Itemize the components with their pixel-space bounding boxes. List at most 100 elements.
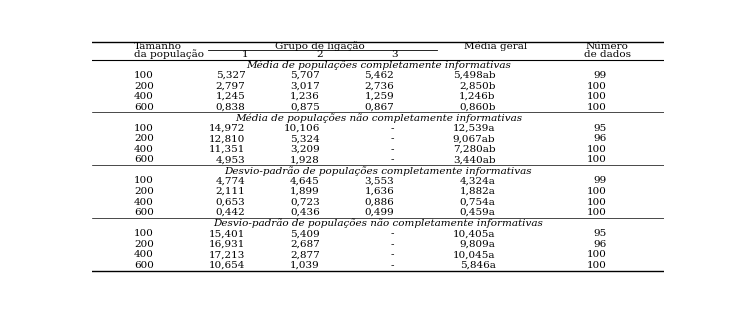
- Text: Média de populações completamente informativas: Média de populações completamente inform…: [246, 60, 511, 70]
- Text: 100: 100: [134, 124, 154, 133]
- Text: 100: 100: [134, 229, 154, 238]
- Text: 1,039: 1,039: [290, 261, 320, 270]
- Text: 2,797: 2,797: [215, 82, 246, 91]
- Text: 1,245: 1,245: [215, 92, 246, 101]
- Text: 96: 96: [594, 134, 607, 143]
- Text: 0,442: 0,442: [215, 208, 246, 217]
- Text: 5,498ab: 5,498ab: [453, 71, 495, 80]
- Text: 7,280ab: 7,280ab: [453, 145, 495, 154]
- Text: 4,645: 4,645: [290, 176, 320, 185]
- Text: Tamanho: Tamanho: [134, 42, 182, 51]
- Text: -: -: [390, 145, 394, 154]
- Text: 4,774: 4,774: [215, 176, 246, 185]
- Text: 5,846a: 5,846a: [460, 261, 495, 270]
- Text: 100: 100: [587, 208, 607, 217]
- Text: -: -: [390, 134, 394, 143]
- Text: 200: 200: [134, 134, 154, 143]
- Text: 0,723: 0,723: [290, 198, 320, 207]
- Text: -: -: [390, 261, 394, 270]
- Text: 0,653: 0,653: [215, 198, 246, 207]
- Text: 12,539a: 12,539a: [453, 124, 495, 133]
- Text: 100: 100: [587, 250, 607, 259]
- Text: -: -: [390, 240, 394, 249]
- Text: 15,401: 15,401: [209, 229, 246, 238]
- Text: 12,810: 12,810: [209, 134, 246, 143]
- Text: 2,850b: 2,850b: [459, 82, 495, 91]
- Text: -: -: [390, 124, 394, 133]
- Text: 600: 600: [134, 103, 154, 112]
- Text: 0,875: 0,875: [290, 103, 320, 112]
- Text: 11,351: 11,351: [209, 145, 246, 154]
- Text: Número: Número: [585, 42, 629, 51]
- Text: 600: 600: [134, 208, 154, 217]
- Text: 10,045a: 10,045a: [453, 250, 495, 259]
- Text: 2,736: 2,736: [365, 82, 394, 91]
- Text: 100: 100: [587, 145, 607, 154]
- Text: Média geral: Média geral: [464, 42, 527, 51]
- Text: Desvio-padrão de populações não completamente informativas: Desvio-padrão de populações não completa…: [213, 218, 543, 228]
- Text: 1,928: 1,928: [290, 155, 320, 164]
- Text: -: -: [390, 250, 394, 259]
- Text: 0,867: 0,867: [365, 103, 394, 112]
- Text: 10,405a: 10,405a: [453, 229, 495, 238]
- Text: 1,246b: 1,246b: [459, 92, 495, 101]
- Text: Desvio-padrão de populações completamente informativas: Desvio-padrão de populações completament…: [224, 166, 532, 175]
- Text: 9,067ab: 9,067ab: [453, 134, 495, 143]
- Text: 400: 400: [134, 145, 154, 154]
- Text: 200: 200: [134, 187, 154, 196]
- Text: 1: 1: [242, 50, 249, 59]
- Text: Grupo de ligação: Grupo de ligação: [275, 41, 365, 51]
- Text: 0,838: 0,838: [215, 103, 246, 112]
- Text: 5,409: 5,409: [290, 229, 320, 238]
- Text: -: -: [390, 155, 394, 164]
- Text: 200: 200: [134, 240, 154, 249]
- Text: 5,462: 5,462: [365, 71, 394, 80]
- Text: 0,499: 0,499: [365, 208, 394, 217]
- Text: 10,654: 10,654: [209, 261, 246, 270]
- Text: 3,440ab: 3,440ab: [453, 155, 495, 164]
- Text: 400: 400: [134, 198, 154, 207]
- Text: 99: 99: [594, 71, 607, 80]
- Text: 95: 95: [594, 124, 607, 133]
- Text: 1,236: 1,236: [290, 92, 320, 101]
- Text: 100: 100: [134, 71, 154, 80]
- Text: 17,213: 17,213: [209, 250, 246, 259]
- Text: 3,017: 3,017: [290, 82, 320, 91]
- Text: 100: 100: [587, 198, 607, 207]
- Text: 3,553: 3,553: [365, 176, 394, 185]
- Text: 1,882a: 1,882a: [460, 187, 495, 196]
- Text: 100: 100: [587, 92, 607, 101]
- Text: 96: 96: [594, 240, 607, 249]
- Text: 600: 600: [134, 155, 154, 164]
- Text: -: -: [390, 229, 394, 238]
- Text: 0,754a: 0,754a: [460, 198, 495, 207]
- Text: Média de populações não completamente informativas: Média de populações não completamente in…: [235, 113, 522, 123]
- Text: 400: 400: [134, 250, 154, 259]
- Text: de dados: de dados: [584, 50, 630, 59]
- Text: 5,327: 5,327: [215, 71, 246, 80]
- Text: 3,209: 3,209: [290, 145, 320, 154]
- Text: 100: 100: [587, 187, 607, 196]
- Text: 100: 100: [587, 261, 607, 270]
- Text: 16,931: 16,931: [209, 240, 246, 249]
- Text: 0,459a: 0,459a: [460, 208, 495, 217]
- Text: 100: 100: [587, 82, 607, 91]
- Text: 600: 600: [134, 261, 154, 270]
- Text: 5,707: 5,707: [290, 71, 320, 80]
- Text: 99: 99: [594, 176, 607, 185]
- Text: 200: 200: [134, 82, 154, 91]
- Text: 0,436: 0,436: [290, 208, 320, 217]
- Text: 2,877: 2,877: [290, 250, 320, 259]
- Text: 2: 2: [317, 50, 323, 59]
- Text: 0,886: 0,886: [365, 198, 394, 207]
- Text: 9,809a: 9,809a: [460, 240, 495, 249]
- Text: 1,259: 1,259: [365, 92, 394, 101]
- Text: 100: 100: [587, 155, 607, 164]
- Text: 100: 100: [587, 103, 607, 112]
- Text: da população: da população: [134, 49, 204, 59]
- Text: 10,106: 10,106: [283, 124, 320, 133]
- Text: 5,324: 5,324: [290, 134, 320, 143]
- Text: 1,899: 1,899: [290, 187, 320, 196]
- Text: 2,111: 2,111: [215, 187, 246, 196]
- Text: 3: 3: [391, 50, 398, 59]
